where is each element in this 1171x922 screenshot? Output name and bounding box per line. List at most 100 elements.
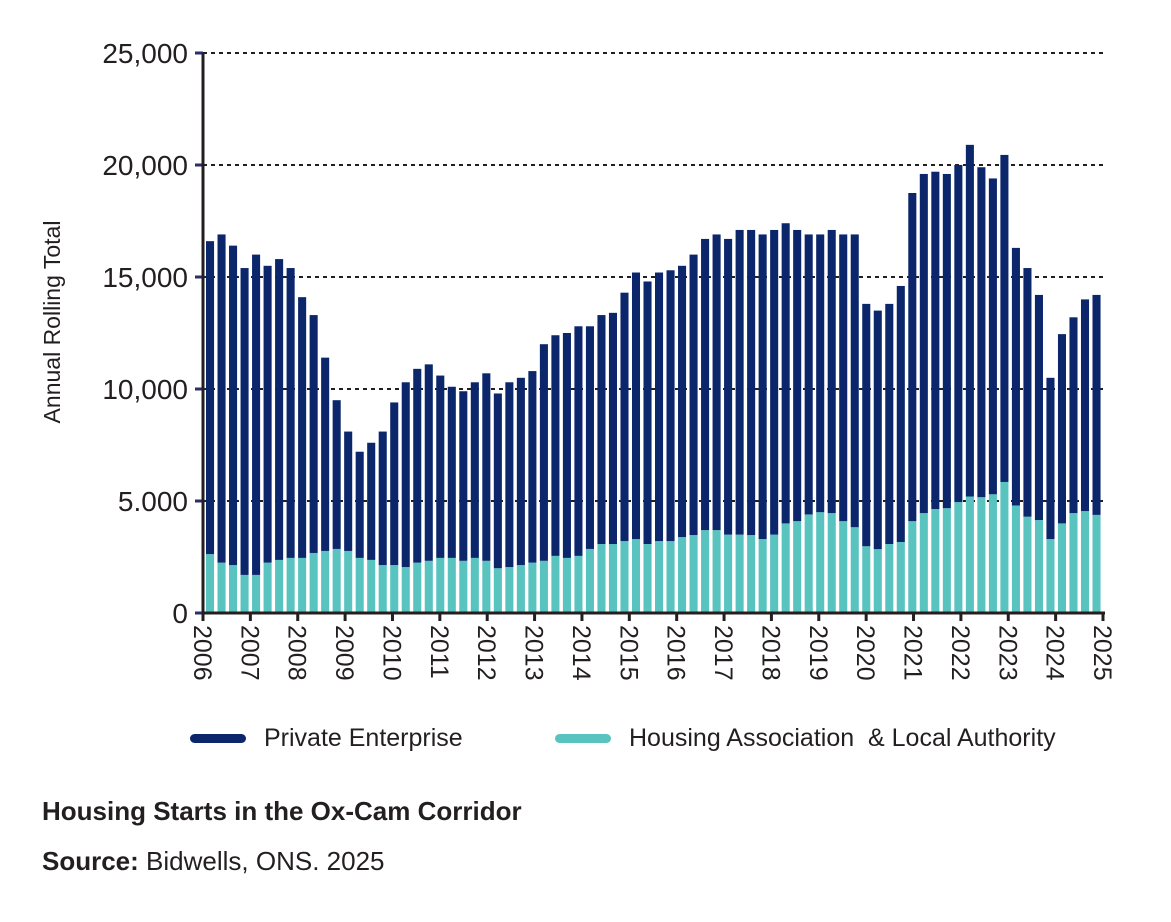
bar-housing-association [793, 521, 802, 613]
bar-private-enterprise [1000, 154, 1009, 482]
bar-housing-association [332, 548, 341, 613]
bar-private-enterprise [631, 272, 641, 540]
bar-housing-association [919, 513, 928, 613]
bar-private-enterprise [1023, 268, 1032, 517]
bar-housing-association [1000, 481, 1009, 613]
legend-swatch-housing [555, 733, 611, 743]
bar-housing-association [459, 560, 468, 613]
x-tick-label: 2019 [804, 625, 832, 681]
bar-private-enterprise [666, 270, 675, 542]
x-tick-label: 2020 [851, 625, 879, 681]
x-tick-label: 2013 [520, 625, 548, 681]
bar-housing-association [252, 574, 261, 613]
y-tick-label: 0 [172, 598, 188, 629]
source-label: Source: [42, 846, 139, 876]
bar-private-enterprise [781, 223, 790, 524]
y-tick-labels: 0 5.000 10,000 15,000 20,000 25,000 [102, 38, 188, 629]
bar-private-enterprise [447, 386, 456, 558]
bar-private-enterprise [378, 431, 387, 566]
bar-housing-association [816, 512, 825, 613]
bar-private-enterprise [401, 382, 410, 568]
bar-private-enterprise [873, 310, 882, 550]
bar-private-enterprise [539, 344, 548, 561]
bar-private-enterprise [217, 234, 226, 563]
bar-housing-association [1046, 539, 1055, 613]
bar-housing-association [229, 565, 238, 613]
bar-private-enterprise [965, 144, 974, 497]
x-tick-label: 2016 [662, 625, 690, 681]
bar-housing-association [701, 530, 710, 613]
bar-private-enterprise [724, 238, 733, 535]
legend-swatch-private [190, 733, 246, 743]
bar-housing-association [1069, 513, 1078, 613]
bar-private-enterprise [1046, 377, 1055, 540]
bar-private-enterprise [424, 364, 433, 561]
x-tick-label: 2024 [1041, 625, 1069, 681]
bar-housing-association [470, 557, 479, 613]
bar-private-enterprise [954, 165, 963, 503]
bar-housing-association [666, 541, 675, 613]
x-tick-label: 2011 [425, 625, 453, 679]
bar-private-enterprise [747, 229, 756, 536]
bar-private-enterprise [908, 193, 917, 522]
bar-private-enterprise [770, 229, 779, 535]
bar-housing-association [931, 509, 940, 613]
bar-private-enterprise [229, 245, 238, 566]
bar-housing-association [493, 568, 502, 613]
bar-private-enterprise [367, 442, 376, 560]
bar-housing-association [631, 539, 641, 613]
bar-private-enterprise [1011, 247, 1020, 506]
bar-private-enterprise [355, 451, 364, 558]
bar-housing-association [401, 567, 410, 613]
bars [206, 144, 1101, 613]
bar-housing-association [804, 514, 813, 613]
bar-housing-association [1092, 514, 1101, 613]
x-tick-label: 2018 [756, 625, 784, 681]
bar-housing-association [309, 552, 318, 613]
bar-housing-association [988, 494, 997, 613]
x-tick-label: 2021 [899, 625, 927, 681]
bar-housing-association [551, 555, 560, 613]
bar-housing-association [574, 555, 583, 613]
bar-private-enterprise [850, 234, 859, 528]
bar-private-enterprise [758, 234, 767, 540]
bar-housing-association [217, 562, 226, 613]
source-text: Bidwells, ONS. 2025 [146, 846, 385, 876]
bar-housing-association [275, 559, 284, 613]
bar-housing-association [977, 497, 986, 613]
bar-housing-association [378, 565, 387, 613]
bar-housing-association [942, 508, 951, 613]
y-tick-label: 5.000 [118, 486, 188, 517]
x-tick-label: 2014 [567, 625, 595, 681]
bar-housing-association [908, 521, 917, 613]
chart-source: Source: Bidwells, ONS. 2025 [42, 846, 385, 877]
x-tick-label: 2023 [993, 625, 1021, 681]
bar-housing-association [896, 541, 905, 613]
bar-housing-association [355, 557, 364, 613]
legend-label-private: Private Enterprise [264, 723, 463, 752]
gridlines [203, 52, 1103, 502]
bar-private-enterprise [551, 335, 560, 556]
y-tick-label: 20,000 [102, 150, 188, 181]
bar-housing-association [321, 550, 330, 613]
bar-private-enterprise [701, 238, 710, 531]
bar-housing-association [562, 557, 571, 613]
bar-private-enterprise [977, 167, 986, 498]
bar-housing-association [758, 539, 767, 613]
bar-housing-association [367, 559, 376, 613]
bar-private-enterprise [332, 400, 341, 549]
bar-private-enterprise [597, 315, 606, 545]
bar-housing-association [608, 544, 618, 613]
bar-private-enterprise [528, 371, 537, 563]
bar-housing-association [850, 527, 859, 613]
bar-private-enterprise [712, 234, 721, 531]
chart-title: Housing Starts in the Ox-Cam Corridor [42, 796, 522, 826]
bar-private-enterprise [919, 173, 928, 514]
bar-housing-association [390, 565, 399, 613]
legend-item-housing-association: Housing Association & Local Authority [555, 722, 1056, 754]
bar-private-enterprise [678, 265, 687, 538]
x-tick-label: 2008 [283, 625, 311, 681]
x-tick-label: 2017 [709, 625, 737, 681]
bar-private-enterprise [643, 281, 652, 545]
